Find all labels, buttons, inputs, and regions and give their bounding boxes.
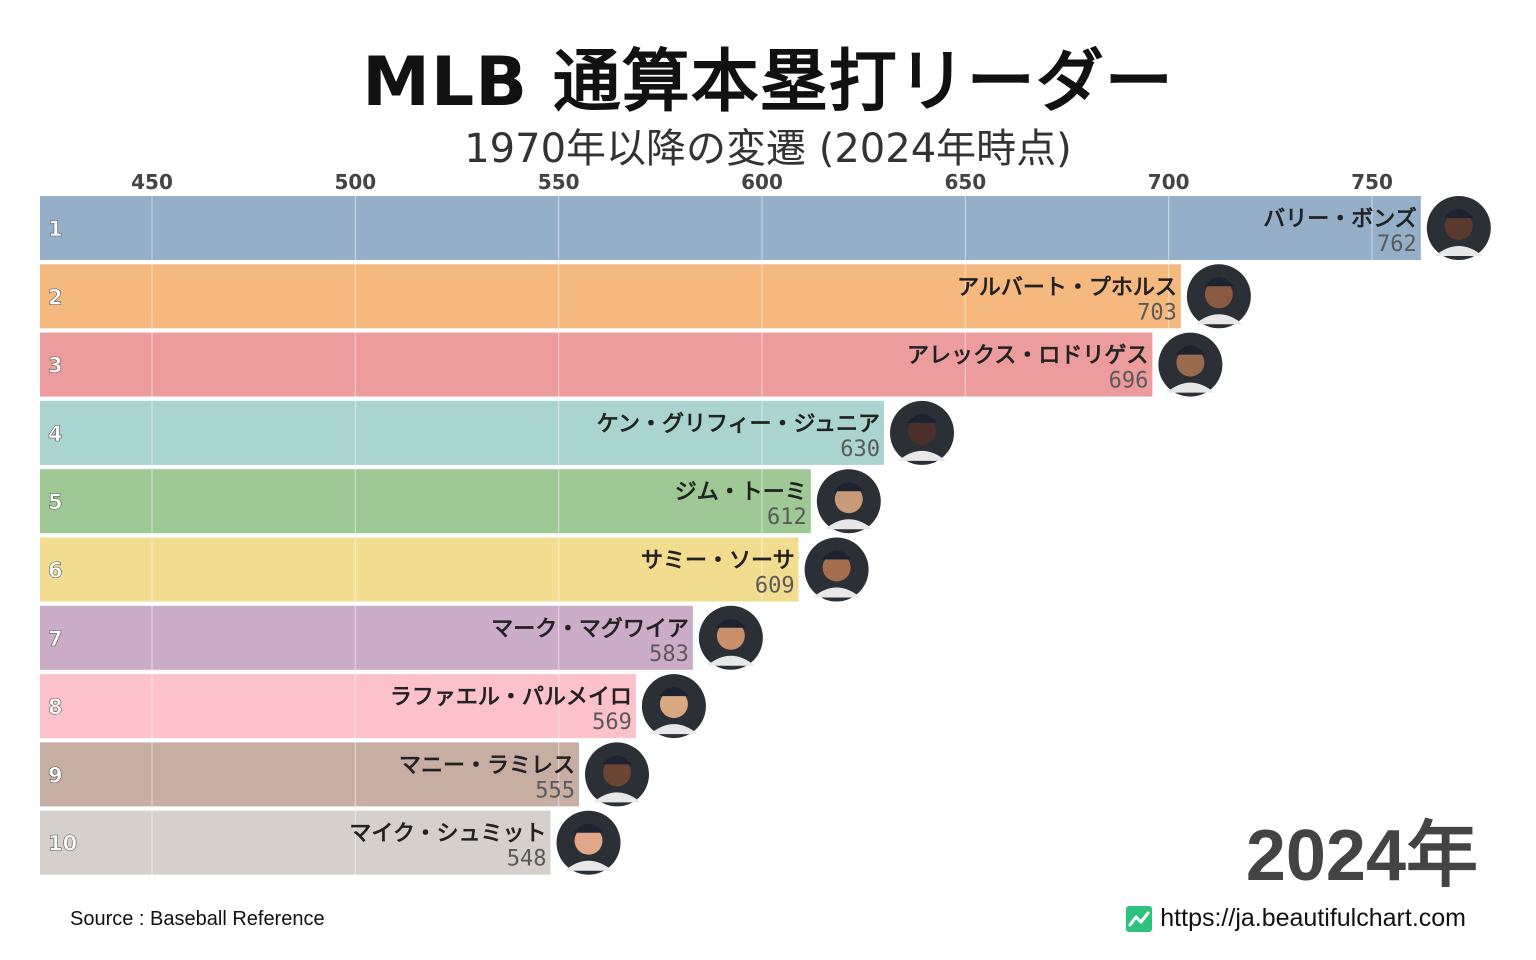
player-avatar [890, 400, 954, 465]
player-name-label: ジム・トーミ [675, 480, 807, 505]
bar [40, 810, 551, 875]
chart-title: MLB 通算本塁打リーダー [362, 43, 1174, 122]
player-name-label: アルバート・プホルス [957, 275, 1177, 300]
player-name-label: アレックス・ロドリゲス [907, 344, 1148, 369]
bar [40, 469, 811, 534]
player-name-label: バリー・ボンズ [1263, 206, 1417, 232]
bar [40, 605, 693, 670]
rank-label: 9 [48, 763, 63, 787]
tick-label: 450 [131, 170, 173, 194]
value-label: 703 [1137, 300, 1177, 325]
bars-layer [40, 196, 1421, 875]
value-label: 696 [1109, 369, 1149, 394]
value-label: 569 [592, 710, 632, 735]
value-label: 630 [840, 437, 880, 462]
player-avatar [1158, 332, 1223, 397]
value-label: 583 [649, 642, 689, 667]
year-label: 2024年 [1245, 816, 1478, 896]
player-avatar [698, 605, 763, 670]
bar [40, 537, 799, 602]
bar [40, 332, 1153, 397]
tick-label: 650 [944, 170, 986, 194]
chart-subtitle: 1970年以降の変遷 (2024年時点) [464, 126, 1072, 172]
bar [40, 196, 1421, 260]
player-name-label: マーク・マグワイア [491, 616, 689, 642]
bar [40, 264, 1181, 329]
player-avatar [816, 469, 881, 534]
rank-label: 8 [48, 695, 63, 719]
player-avatar [556, 810, 621, 875]
player-avatar [804, 537, 869, 602]
player-avatar [585, 742, 649, 807]
player-name-label: サミー・ソーサ [641, 549, 795, 574]
player-avatar [1186, 264, 1251, 329]
tick-label: 600 [741, 170, 783, 194]
player-name-label: マイク・シュミット [349, 822, 546, 847]
value-label: 555 [535, 778, 575, 803]
player-name-label: ラファエル・パルメイロ [390, 685, 632, 710]
brand-link[interactable]: https://ja.beautifulchart.com [1126, 904, 1466, 933]
rank-label: 2 [48, 285, 63, 309]
chart-logo-icon [1126, 905, 1153, 932]
player-name-label: マニー・ラミレス [399, 753, 575, 778]
bar [40, 674, 636, 739]
tick-label: 700 [1148, 170, 1190, 194]
tick-labels-layer: 450 500 550 600 650 700 750 [131, 170, 1393, 194]
rank-label: 6 [48, 559, 63, 583]
source-note: Source : Baseball Reference [70, 908, 325, 930]
brand-url[interactable]: https://ja.beautifulchart.com [1160, 904, 1466, 932]
player-avatar [1426, 196, 1491, 260]
bar [40, 742, 579, 807]
tick-label: 750 [1351, 170, 1393, 194]
rank-label: 5 [48, 490, 63, 514]
value-label: 609 [755, 574, 795, 599]
value-label: 548 [507, 847, 547, 872]
player-name-label: ケン・グリフィー・ジュニア [597, 411, 880, 437]
rank-label: 3 [48, 354, 63, 378]
bar [40, 400, 884, 465]
tick-label: 550 [538, 170, 580, 194]
player-avatar [641, 674, 706, 739]
value-label: 762 [1377, 232, 1417, 257]
tick-label: 500 [334, 170, 376, 194]
rank-label: 7 [48, 627, 63, 651]
rank-label: 1 [48, 217, 63, 241]
value-label: 612 [767, 505, 807, 530]
rank-label: 4 [48, 422, 63, 446]
grid-layer [151, 194, 1373, 875]
rank-label: 10 [48, 832, 77, 856]
